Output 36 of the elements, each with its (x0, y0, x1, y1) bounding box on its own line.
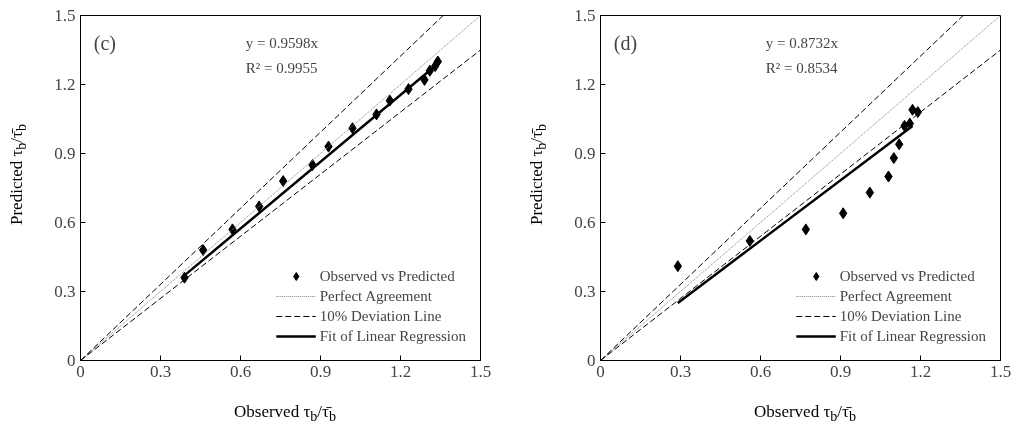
legend-label: Fit of Linear Regression (319, 327, 466, 345)
x-tick-label: 1.2 (909, 361, 932, 381)
legend-label: 10% Deviation Line (319, 307, 442, 325)
y-tick-label: 1.2 (574, 75, 596, 94)
x-tick-label: 1.2 (389, 361, 412, 381)
legend-label: Observed vs Predicted (839, 267, 975, 285)
x-axis-title: Observed τ$_{b}$/τ̄$_{b}$ (753, 401, 857, 427)
x-tick-label: 0.6 (229, 361, 252, 381)
x-axis-title: Observed τ$_{b}$/τ̄$_{b}$ (233, 401, 337, 427)
y-tick-label: 0.6 (54, 213, 76, 232)
x-tick-label: 0.3 (669, 361, 692, 381)
y-tick-label: 0.6 (574, 213, 596, 232)
y-tick-label: 0.3 (54, 282, 76, 301)
y-tick-label: 1.5 (54, 6, 76, 25)
legend-label: 10% Deviation Line (839, 307, 962, 325)
annotation: y = 0.8732x (765, 35, 839, 52)
x-tick-label: 1.5 (989, 361, 1012, 381)
annotation: (d) (613, 32, 638, 56)
legend-label: Perfect Agreement (839, 287, 952, 305)
y-tick-label: 0.9 (574, 144, 596, 163)
x-tick-label: 0.9 (309, 361, 332, 381)
x-tick-label: 1.5 (469, 361, 492, 381)
legend-label: Fit of Linear Regression (839, 327, 986, 345)
annotation: R² = 0.8534 (765, 60, 839, 77)
annotation: R² = 0.9955 (245, 60, 318, 77)
y-tick-label: 1.2 (54, 75, 76, 94)
y-tick-label: 0.3 (574, 282, 596, 301)
legend-label: Observed vs Predicted (319, 267, 455, 285)
y-tick-label: 0.9 (54, 144, 76, 163)
annotation: y = 0.9598x (245, 35, 319, 52)
x-tick-label: 0.3 (149, 361, 172, 381)
x-tick-label: 0.9 (829, 361, 852, 381)
y-tick-label: 1.5 (574, 6, 596, 25)
legend-label: Perfect Agreement (319, 287, 432, 305)
x-tick-label: 0.6 (749, 361, 772, 381)
annotation: (c) (93, 32, 117, 56)
